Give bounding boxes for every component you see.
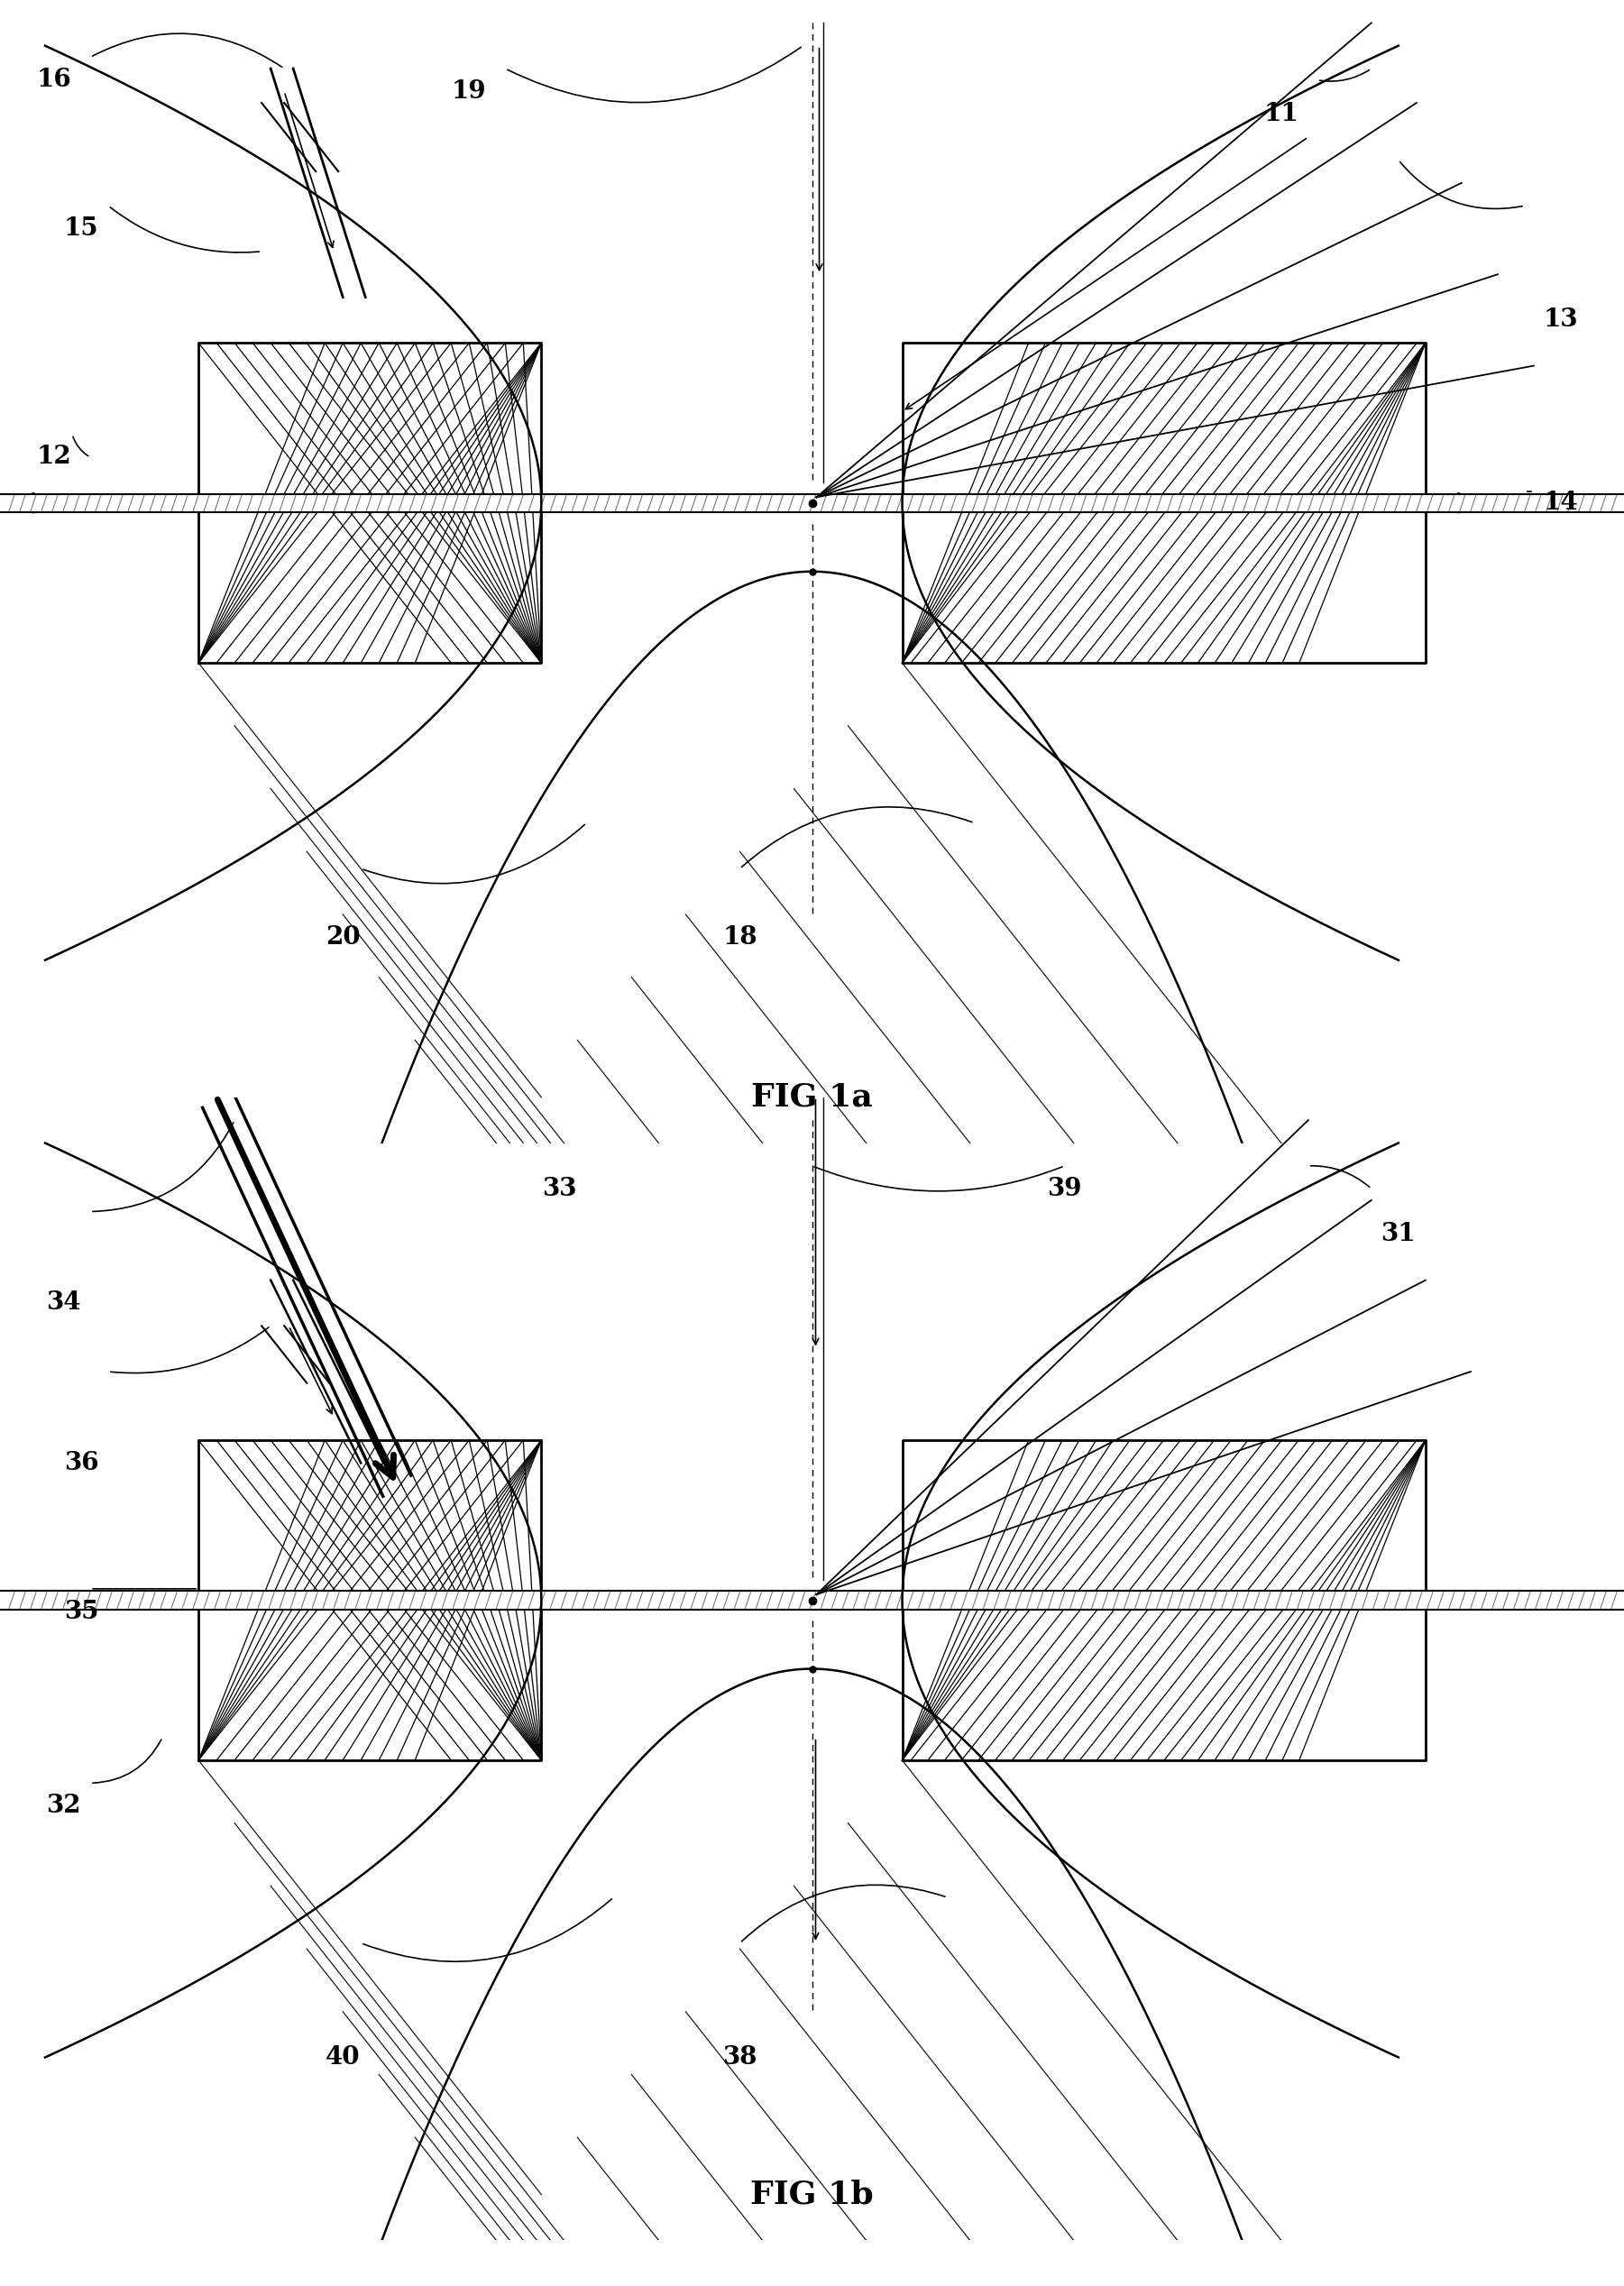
Text: 38: 38 <box>723 2046 757 2069</box>
Text: 33: 33 <box>542 1177 577 1200</box>
Text: 20: 20 <box>325 926 361 949</box>
Text: 14: 14 <box>1543 491 1579 514</box>
Text: 31: 31 <box>1380 1223 1416 1246</box>
Text: 15: 15 <box>63 217 99 240</box>
Bar <box>0 1591 1624 1609</box>
Text: 32: 32 <box>45 1795 81 1817</box>
Text: 19: 19 <box>451 80 487 103</box>
Text: 12: 12 <box>37 446 71 469</box>
Text: FIG 1a: FIG 1a <box>752 1081 872 1113</box>
Text: 16: 16 <box>37 69 71 91</box>
Text: FIG 1b: FIG 1b <box>750 2179 874 2211</box>
Bar <box>0 494 1624 512</box>
Text: 40: 40 <box>325 2046 361 2069</box>
Text: 34: 34 <box>45 1292 81 1314</box>
Text: 18: 18 <box>723 926 757 949</box>
Text: 35: 35 <box>63 1600 99 1623</box>
Text: 13: 13 <box>1543 309 1579 331</box>
Text: 11: 11 <box>1263 103 1299 126</box>
Text: 36: 36 <box>63 1452 99 1474</box>
Text: 39: 39 <box>1047 1177 1082 1200</box>
